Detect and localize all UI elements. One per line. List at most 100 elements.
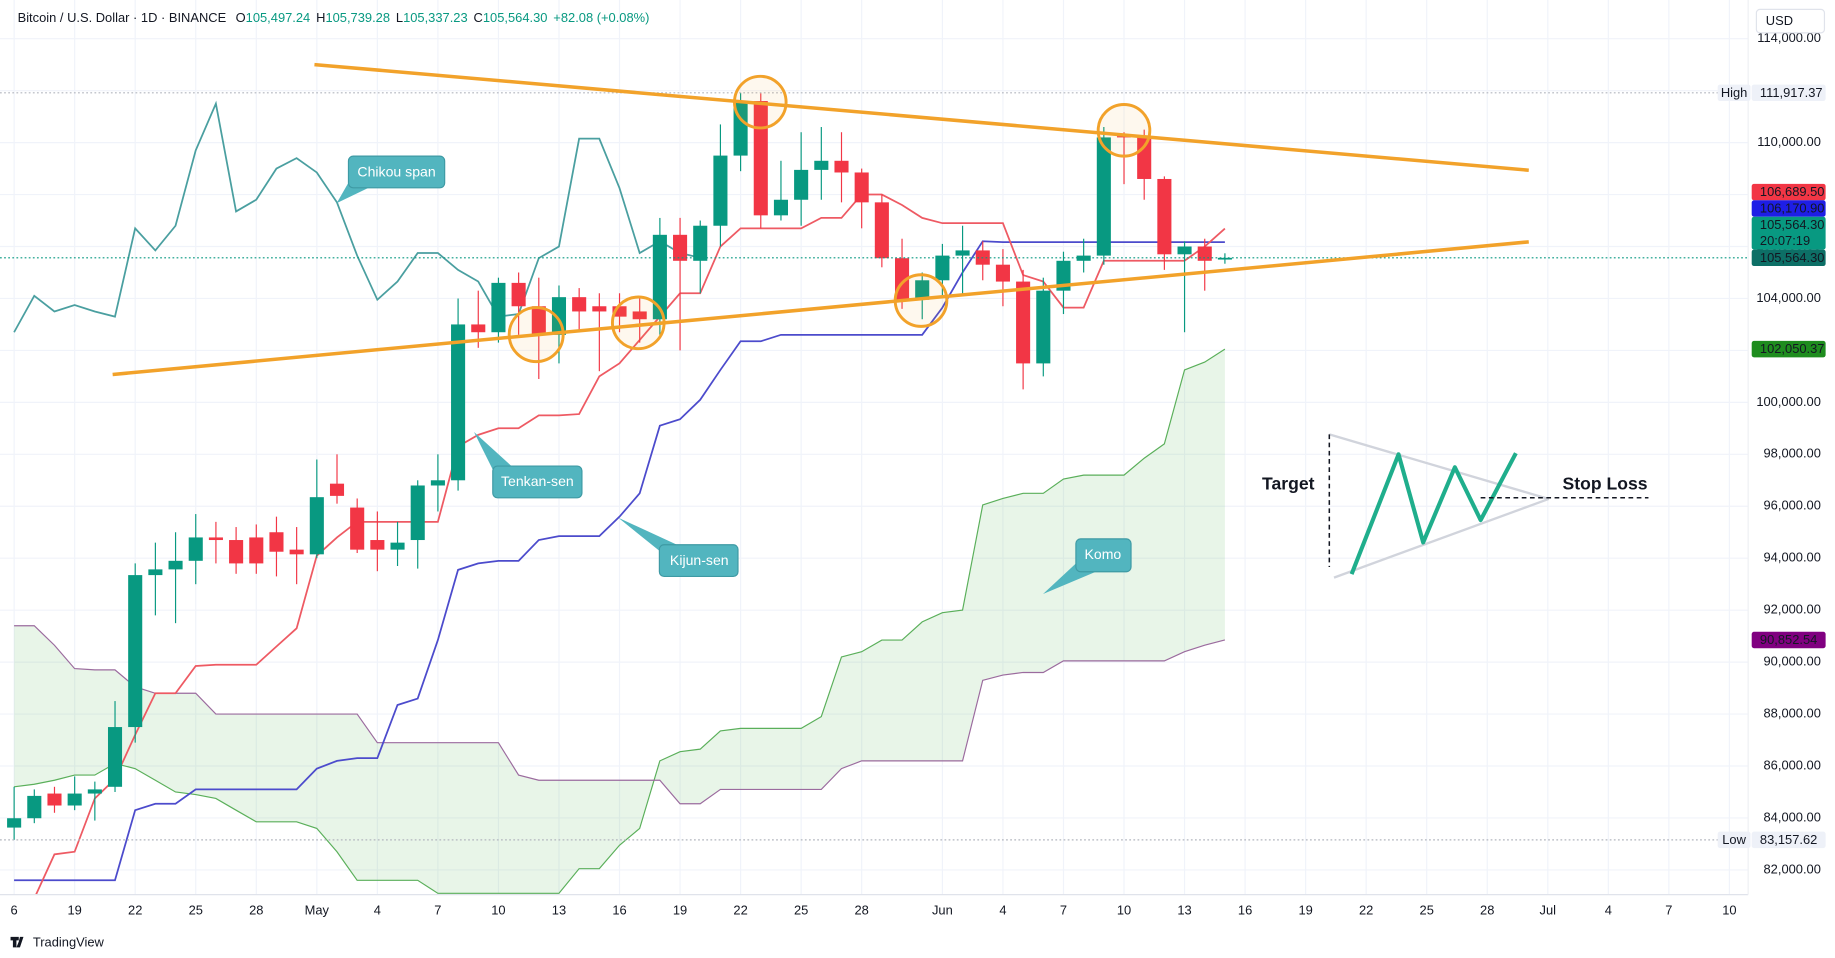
candle-body: [7, 818, 22, 828]
candle-body: [208, 537, 223, 541]
x-tick-label: 22: [733, 902, 747, 917]
price-tag-label: 105,564.30: [1760, 217, 1825, 232]
candle-body: [1096, 137, 1111, 256]
trendline: [314, 62, 1529, 172]
cloud-line: [14, 625, 1226, 805]
y-tick-label: 88,000.00: [1764, 705, 1821, 720]
y-tick-label: 90,000.00: [1764, 654, 1821, 669]
candle-body: [1157, 178, 1172, 255]
x-tick-label: 22: [128, 902, 142, 917]
price-tag: [1751, 340, 1826, 358]
callout: Chikou span: [336, 155, 446, 204]
x-tick-label: 10: [1117, 902, 1131, 917]
highlight-circle: [507, 306, 565, 364]
price-tag-caption: Low: [1722, 832, 1746, 847]
candle-body: [794, 169, 809, 200]
price-tag: [1751, 84, 1826, 102]
price-tag-label: 111,917.37: [1760, 85, 1823, 100]
indicator-line: [14, 240, 1225, 882]
price-tag: [1751, 216, 1826, 250]
candle-body: [995, 264, 1010, 282]
x-tick-label: 4: [1605, 902, 1612, 917]
candle-body: [1076, 255, 1091, 261]
legend-key: O: [236, 10, 246, 25]
callout-pointer: [618, 517, 677, 552]
legend-value: 105,564.30: [483, 10, 548, 25]
candle-body: [834, 160, 849, 173]
candle-body: [1197, 246, 1212, 261]
x-tick-label: May: [305, 902, 330, 917]
candle-body: [673, 234, 688, 261]
trendline: [112, 240, 1529, 377]
candle-body: [491, 282, 506, 333]
candle-body: [309, 497, 324, 555]
logo: TradingView: [10, 935, 105, 950]
callout: Komo: [1043, 538, 1132, 595]
currency-frame: [1755, 8, 1826, 34]
y-tick-label: 110,000.00: [1757, 134, 1821, 149]
price-tag: [1751, 831, 1826, 849]
candle-body: [753, 101, 768, 216]
x-tick-label: 19: [67, 902, 81, 917]
grid: [0, 0, 1749, 895]
candle-body: [148, 569, 163, 576]
candle-body: [350, 507, 365, 550]
candle-body: [935, 255, 950, 281]
candle-body: [430, 480, 445, 486]
candle-body: [269, 532, 284, 552]
x-tick-label: 19: [673, 902, 687, 917]
cloud-fill: [14, 349, 1225, 894]
candle-body: [814, 160, 829, 170]
candle-body: [188, 537, 203, 561]
price-tag-label: 102,050.37: [1760, 341, 1825, 356]
highlight-circle: [1096, 103, 1152, 158]
candle-body: [693, 225, 708, 261]
candle-body: [592, 306, 607, 312]
candle-body: [471, 324, 486, 333]
price-tag-caption-box: [1717, 831, 1751, 849]
callout-label: Kijun-sen: [670, 552, 729, 568]
callout-pointer: [474, 432, 512, 472]
callout-box: [492, 465, 583, 499]
x-tick-label: 16: [612, 902, 626, 917]
x-tick-label: Jun: [932, 902, 953, 917]
price-tag: [1751, 200, 1826, 217]
candle-body: [370, 540, 385, 550]
cloud-line: [14, 348, 1226, 894]
x-tick-label: 13: [552, 902, 566, 917]
legend-key: L: [396, 10, 403, 25]
y-tick-label: 92,000.00: [1764, 602, 1821, 617]
candle-body: [229, 540, 244, 564]
legend-value: 105,337.23: [403, 10, 468, 25]
candle-body: [1217, 257, 1232, 260]
highlight-circle: [610, 295, 666, 351]
candle-body: [612, 306, 627, 317]
highlight-circle: [893, 273, 949, 328]
x-tick-label: 7: [434, 902, 441, 917]
candle-body: [915, 280, 930, 300]
price-tag-label: 106,170.90: [1760, 201, 1825, 216]
highlight-circle: [733, 74, 788, 130]
price-tag: [1751, 249, 1826, 267]
x-tick-label: 10: [1722, 902, 1736, 917]
x-tick-label: 6: [11, 902, 18, 917]
candle-body: [410, 485, 425, 541]
x-tick-label: 28: [855, 902, 869, 917]
x-tick-label: Jul: [1540, 902, 1556, 917]
x-tick-label: 28: [1480, 902, 1494, 917]
currency: USD: [1766, 13, 1793, 28]
legend-change: +82.08 (+0.08%): [553, 10, 649, 25]
candle-body: [1036, 290, 1051, 364]
candle-body: [107, 727, 123, 787]
candle-body: [289, 549, 304, 555]
candle-body: [652, 234, 667, 320]
x-tick-label: 16: [1238, 902, 1252, 917]
callout: Kijun-sen: [618, 517, 739, 578]
annotation: Stop Loss: [1563, 474, 1648, 494]
y-tick-label: 114,000.00: [1757, 30, 1821, 45]
candle-body: [1016, 281, 1031, 364]
x-tick-label: 25: [1420, 902, 1434, 917]
candle-body: [1177, 246, 1192, 255]
